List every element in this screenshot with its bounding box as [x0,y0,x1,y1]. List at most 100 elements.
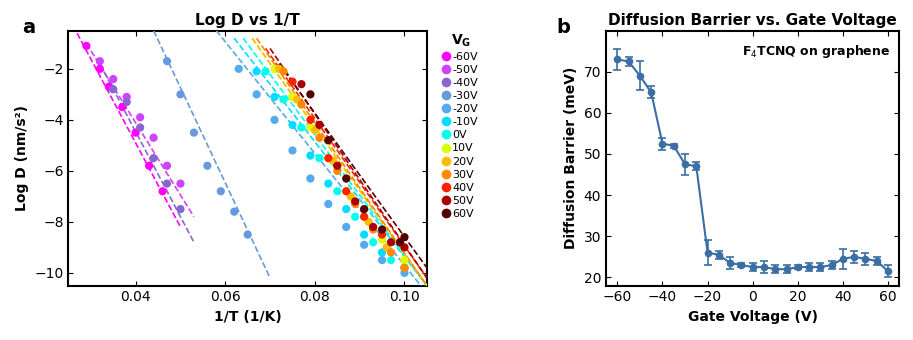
Point [348,199,362,204]
Point [348,201,362,207]
Point [397,265,412,270]
Point [173,91,188,97]
Point [303,176,318,181]
Point [268,66,282,71]
Point [374,232,389,237]
Point [249,91,264,97]
Point [268,117,282,122]
X-axis label: Gate Voltage (V): Gate Voltage (V) [687,310,818,324]
Point [146,135,161,140]
Point [303,153,318,158]
Point [92,66,107,71]
Point [200,163,215,168]
Point [120,99,134,105]
Point [160,163,174,168]
Text: a: a [22,18,35,37]
Y-axis label: Log D (nm/s²): Log D (nm/s²) [15,105,29,211]
Point [303,91,318,97]
Y-axis label: Diffusion Barrier (meV): Diffusion Barrier (meV) [564,67,578,249]
Point [366,224,381,230]
Point [374,250,389,255]
Point [277,69,291,74]
Point [289,97,304,102]
Point [374,227,389,232]
Point [160,58,174,64]
Point [240,232,255,237]
Point [214,188,228,194]
Point [393,239,407,245]
Point [397,257,412,263]
Point [374,257,389,263]
Point [348,214,362,219]
Point [106,86,121,92]
Point [383,239,398,245]
Point [231,66,246,71]
Point [339,224,353,230]
Point [393,239,407,245]
Point [258,69,273,74]
Point [146,155,161,161]
Text: F$_4$TCNQ on graphene: F$_4$TCNQ on graphene [742,43,890,60]
Point [312,155,327,161]
Point [294,125,309,130]
Point [272,66,287,71]
Point [339,188,353,194]
Point [142,163,156,168]
Point [294,81,309,87]
Point [357,214,372,219]
Point [173,181,188,186]
Point [285,148,299,153]
Point [330,188,344,194]
Point [312,122,327,128]
Point [357,232,372,237]
Point [308,127,322,133]
Point [155,188,170,194]
Point [397,265,412,270]
Point [277,97,291,102]
Point [321,181,336,186]
Point [379,244,394,250]
Point [173,206,188,212]
Point [357,242,372,248]
Point [321,155,336,161]
Point [397,270,412,275]
Point [101,84,116,89]
Point [321,155,336,161]
Point [321,137,336,143]
Legend: -60V, -50V, -40V, -30V, -20V, -10V, 0V, 10V, 20V, 30V, 40V, 50V, 60V: -60V, -50V, -40V, -30V, -20V, -10V, 0V, … [443,31,479,220]
Point [129,130,143,135]
Point [383,250,398,255]
Point [343,193,358,199]
Point [312,135,327,140]
Title: Log D vs 1/T: Log D vs 1/T [195,13,300,28]
Point [357,214,372,219]
Title: Diffusion Barrier vs. Gate Voltage: Diffusion Barrier vs. Gate Voltage [608,13,897,28]
Point [339,176,353,181]
Text: b: b [556,18,570,37]
Point [330,163,344,168]
Point [285,122,299,128]
Point [249,69,264,74]
Point [120,94,134,100]
Point [374,237,389,242]
Point [326,158,341,163]
Point [133,125,148,130]
Point [362,219,376,224]
Point [227,209,242,214]
Point [357,206,372,212]
Point [397,265,412,270]
Point [339,206,353,212]
Point [106,76,121,82]
Point [330,168,344,173]
Point [397,244,412,250]
Point [303,117,318,122]
Point [303,125,318,130]
Point [285,79,299,84]
X-axis label: 1/T (1/K): 1/T (1/K) [214,310,281,324]
Point [92,58,107,64]
Point [321,201,336,207]
Point [79,43,94,49]
Point [115,104,130,110]
Point [294,102,309,107]
Point [160,181,174,186]
